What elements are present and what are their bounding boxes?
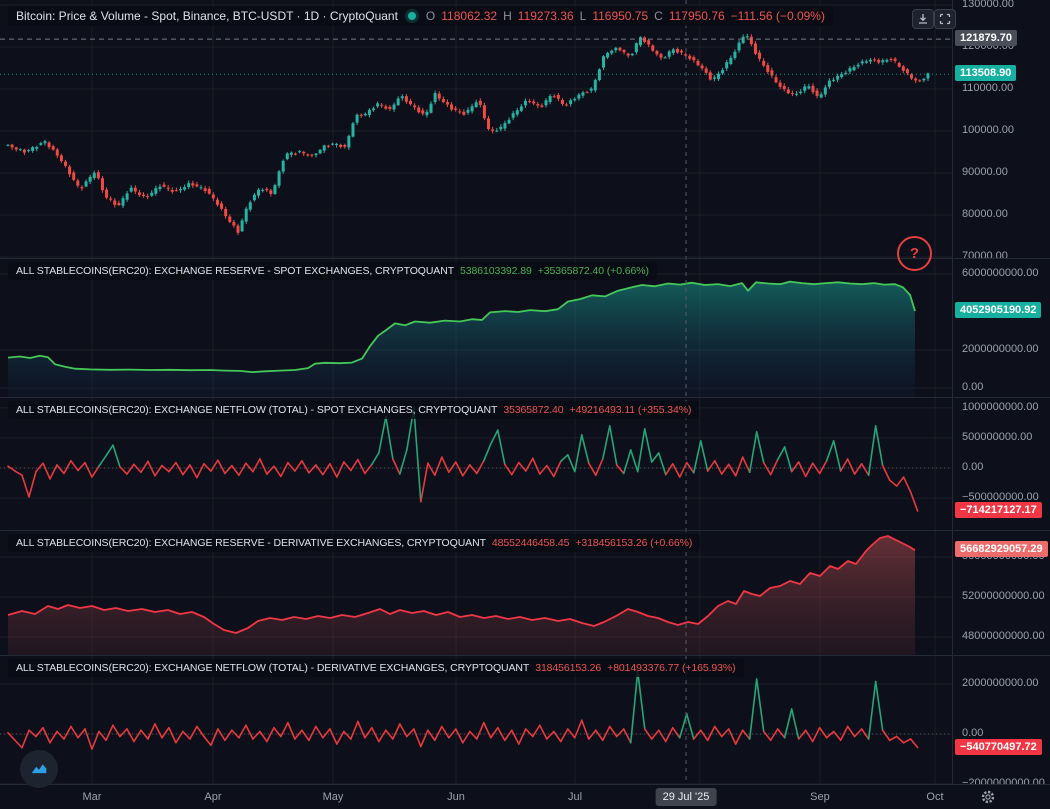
- fullscreen-icon: [939, 13, 951, 25]
- pane5-legend: ALL STABLECOINS(ERC20): EXCHANGE NETFLOW…: [8, 659, 744, 677]
- ohlc-low-label: L: [579, 9, 587, 23]
- axis-tick-label: 2000000000.00: [962, 343, 1039, 356]
- last-value-badge: −714217127.17: [955, 501, 1042, 518]
- axis-tick-label: 70000.00: [962, 249, 1008, 262]
- chart-canvas[interactable]: [0, 0, 952, 784]
- time-label-jun: Jun: [447, 791, 465, 803]
- help-button[interactable]: ?: [897, 236, 932, 271]
- pane-divider[interactable]: [0, 258, 1050, 259]
- pane2-value: 5386103392.89: [460, 265, 532, 277]
- pane5-change: +801493376.77 (+165.93%): [607, 662, 736, 674]
- time-label-oct: Oct: [926, 791, 944, 803]
- chart-plot-area[interactable]: [0, 0, 952, 784]
- marked-price-badge: 121879.70: [955, 30, 1017, 47]
- ohlc-close-label: C: [654, 9, 663, 23]
- area-fill: [8, 281, 915, 397]
- axis-tick-label: 0.00: [962, 727, 984, 739]
- area-line: [7, 535, 916, 634]
- axis-tick-label: −500000000.00: [962, 491, 1039, 504]
- pane4-title[interactable]: ALL STABLECOINS(ERC20): EXCHANGE RESERVE…: [16, 537, 486, 549]
- axis-tick-label: 2000000000.00: [962, 677, 1039, 689]
- pane3-title[interactable]: ALL STABLECOINS(ERC20): EXCHANGE NETFLOW…: [16, 404, 498, 416]
- cryptoquant-logo[interactable]: [20, 750, 58, 788]
- pane5-value: 318456153.26: [535, 662, 602, 674]
- download-icon: [919, 14, 927, 24]
- axis-tick-label: 0.00: [962, 461, 984, 473]
- pane3-change: +49216493.11 (+355.34%): [569, 404, 692, 416]
- status-dot-icon: [407, 12, 416, 20]
- gear-icon: [981, 790, 995, 804]
- axis-tick-label: 500000000.00: [962, 430, 1033, 443]
- axis-tick-label: 1000000000.00: [962, 400, 1039, 413]
- pane-divider[interactable]: [0, 397, 1050, 398]
- time-label-mar: Mar: [82, 791, 102, 803]
- last-value-badge: 113508.90: [955, 65, 1017, 82]
- pane-divider[interactable]: [0, 530, 1050, 531]
- axis-tick-label: 130000.00: [962, 0, 1014, 10]
- axis-tick-label: 110000.00: [962, 81, 1014, 94]
- pane4-change: +318456153.26 (+0.66%): [575, 537, 693, 549]
- pane1-legend: Bitcoin: Price & Volume - Spot, Binance,…: [8, 6, 833, 26]
- pane-divider[interactable]: [0, 655, 1050, 656]
- pane5-title[interactable]: ALL STABLECOINS(ERC20): EXCHANGE NETFLOW…: [16, 662, 530, 674]
- time-axis[interactable]: Mar Apr May Jun Jul Sep Oct 29 Jul '25: [0, 784, 1050, 809]
- axis-tick-label: 0.00: [962, 381, 984, 394]
- pane2-legend: ALL STABLECOINS(ERC20): EXCHANGE RESERVE…: [8, 262, 657, 280]
- time-label-jul: Jul: [567, 791, 583, 803]
- pane2-title[interactable]: ALL STABLECOINS(ERC20): EXCHANGE RESERVE…: [16, 265, 455, 277]
- time-label-apr: Apr: [204, 791, 222, 803]
- time-label-sep: Sep: [810, 791, 830, 803]
- ohlc-high-value: 119273.36: [517, 9, 574, 23]
- time-axis-settings-button[interactable]: [980, 789, 996, 805]
- netflow-series: [7, 670, 919, 750]
- candlestick-series: [6, 33, 930, 236]
- axis-tick-label: 6000000000.00: [962, 266, 1039, 279]
- fullscreen-button[interactable]: [934, 9, 956, 29]
- cryptoquant-logo-icon: [31, 764, 47, 774]
- pane2-change: +35365872.40 (+0.66%): [537, 265, 649, 277]
- pane4-legend: ALL STABLECOINS(ERC20): EXCHANGE RESERVE…: [8, 534, 701, 552]
- pane3-legend: ALL STABLECOINS(ERC20): EXCHANGE NETFLOW…: [8, 401, 700, 419]
- ohlc-close-value: 117950.76: [668, 9, 725, 23]
- axis-tick-label: 100000.00: [962, 123, 1014, 136]
- last-value-badge: −540770497.72: [955, 738, 1042, 755]
- area-fill: [8, 536, 915, 655]
- help-question-mark: ?: [909, 245, 920, 262]
- download-button[interactable]: [912, 9, 934, 29]
- chart-title[interactable]: Bitcoin: Price & Volume - Spot, Binance,…: [16, 9, 398, 23]
- axis-tick-label: 80000.00: [962, 207, 1008, 220]
- price-axis[interactable]: 130000.00120000.00110000.00100000.009000…: [952, 0, 1050, 784]
- axis-tick-label: 90000.00: [962, 165, 1008, 178]
- pane4-value: 48552446458.45: [491, 537, 570, 549]
- ohlc-high-label: H: [503, 9, 512, 23]
- crosshair-time-badge: 29 Jul '25: [655, 788, 717, 806]
- axis-tick-label: 48000000000.00: [962, 630, 1045, 642]
- time-label-may: May: [322, 791, 344, 803]
- axis-tick-label: 52000000000.00: [962, 590, 1045, 602]
- last-value-badge: 4052905190.92: [955, 301, 1042, 318]
- area-line: [7, 280, 916, 373]
- ohlc-open-value: 118062.32: [441, 9, 498, 23]
- ohlc-low-value: 116950.75: [592, 9, 649, 23]
- netflow-series: [7, 407, 919, 512]
- ohlc-open-label: O: [425, 9, 436, 23]
- axis-tick-label: −2000000000.00: [962, 777, 1045, 784]
- ohlc-change: −111.56 (−0.09%): [730, 9, 825, 23]
- pane3-value: 35365872.40: [503, 404, 564, 416]
- last-value-badge: 56682929057.29: [955, 541, 1048, 558]
